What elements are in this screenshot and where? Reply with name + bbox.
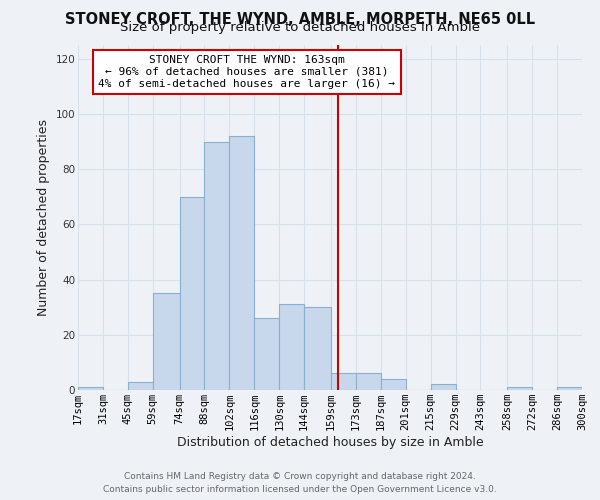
Bar bbox=[78, 387, 103, 390]
Y-axis label: Number of detached properties: Number of detached properties bbox=[37, 119, 50, 316]
Text: Size of property relative to detached houses in Amble: Size of property relative to detached ho… bbox=[120, 22, 480, 35]
X-axis label: Distribution of detached houses by size in Amble: Distribution of detached houses by size … bbox=[176, 436, 484, 449]
Bar bbox=[205, 142, 229, 390]
Bar bbox=[507, 387, 532, 390]
Text: STONEY CROFT THE WYND: 163sqm
← 96% of detached houses are smaller (381)
4% of s: STONEY CROFT THE WYND: 163sqm ← 96% of d… bbox=[98, 56, 395, 88]
Bar bbox=[153, 294, 179, 390]
Bar bbox=[381, 379, 406, 390]
Bar bbox=[179, 197, 205, 390]
Text: Contains HM Land Registry data © Crown copyright and database right 2024.
Contai: Contains HM Land Registry data © Crown c… bbox=[103, 472, 497, 494]
Bar bbox=[229, 136, 254, 390]
Bar bbox=[356, 374, 381, 390]
Bar bbox=[331, 374, 356, 390]
Bar bbox=[254, 318, 279, 390]
Bar bbox=[128, 382, 153, 390]
Bar bbox=[557, 387, 582, 390]
Bar bbox=[279, 304, 304, 390]
Bar bbox=[431, 384, 455, 390]
Bar bbox=[304, 307, 331, 390]
Text: STONEY CROFT, THE WYND, AMBLE, MORPETH, NE65 0LL: STONEY CROFT, THE WYND, AMBLE, MORPETH, … bbox=[65, 12, 535, 26]
